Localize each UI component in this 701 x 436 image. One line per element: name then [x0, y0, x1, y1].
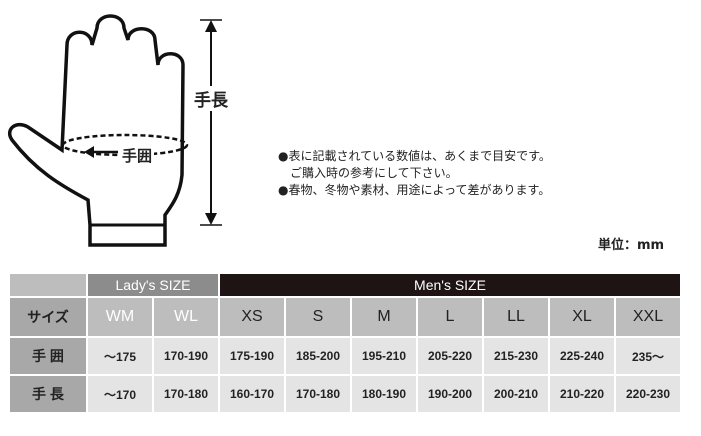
- note-line: ●春物、冬物や素材、用途によって差があります。: [278, 183, 551, 197]
- table-row: 手 囲 ～175 170-190 175-190 185-200 195-210…: [10, 338, 680, 374]
- girth-arrow-icon: [84, 146, 94, 158]
- value-cell: ～175: [88, 338, 152, 374]
- value-cell: 215-230: [484, 338, 548, 374]
- value-cell: 170-180: [154, 376, 218, 412]
- value-cell: 185-200: [286, 338, 350, 374]
- hand-girth-label: 手囲: [120, 145, 155, 166]
- value-cell: 170-190: [154, 338, 218, 374]
- value-cell: 170-180: [286, 376, 350, 412]
- value-cell: 210-220: [550, 376, 614, 412]
- value-cell: 175-190: [220, 338, 284, 374]
- length-arrow-down-icon: [205, 213, 217, 225]
- size-cell: L: [418, 298, 482, 336]
- size-cell: XS: [220, 298, 284, 336]
- value-cell: 200-210: [484, 376, 548, 412]
- value-cell: 190-200: [418, 376, 482, 412]
- size-cell: S: [286, 298, 350, 336]
- unit-label: 単位：mm: [598, 238, 665, 253]
- glove-outline: [7, 14, 185, 247]
- size-cell: XXL: [616, 298, 680, 336]
- table-row: 手 長 ～170 170-180 160-170 170-180 180-190…: [10, 376, 680, 412]
- value-cell: 220-230: [616, 376, 680, 412]
- row-label-girth: 手 囲: [10, 338, 86, 374]
- value-cell: 160-170: [220, 376, 284, 412]
- note-line: ご購入時の参考にして下さい。: [278, 166, 458, 180]
- size-row-label: サイズ: [10, 298, 86, 336]
- note-line: ●表に記載されている数値は、あくまで目安です。: [278, 149, 551, 163]
- hand-length-label: 手長: [194, 86, 228, 111]
- value-cell: 195-210: [352, 338, 416, 374]
- lady-size-header: Lady's SIZE: [88, 274, 218, 296]
- size-cell: WL: [154, 298, 218, 336]
- row-label-length: 手 長: [10, 376, 86, 412]
- corner-cell: [10, 274, 86, 296]
- glove-diagram: [7, 14, 222, 247]
- value-cell: 235～: [616, 338, 680, 374]
- size-cell: LL: [484, 298, 548, 336]
- value-cell: 205-220: [418, 338, 482, 374]
- value-cell: 225-240: [550, 338, 614, 374]
- size-table: Lady's SIZE Men's SIZE サイズ WM WL XS S M …: [8, 272, 682, 414]
- notes: ●表に記載されている数値は、あくまで目安です。 ご購入時の参考にして下さい。 ●…: [278, 148, 551, 199]
- men-size-header: Men's SIZE: [220, 274, 680, 296]
- value-cell: ～170: [88, 376, 152, 412]
- size-cell: M: [352, 298, 416, 336]
- value-cell: 180-190: [352, 376, 416, 412]
- size-cell: WM: [88, 298, 152, 336]
- size-cell: XL: [550, 298, 614, 336]
- length-arrow-up-icon: [205, 20, 217, 32]
